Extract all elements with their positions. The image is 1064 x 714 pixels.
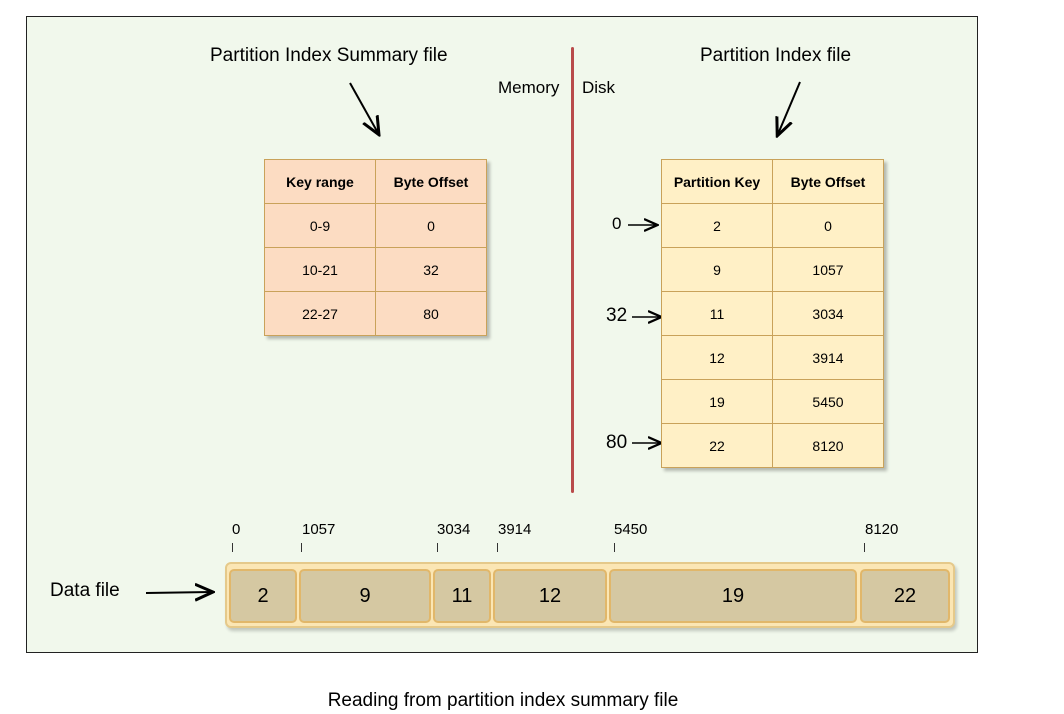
table-row: 0-9 0 (264, 203, 487, 248)
offset-tick (497, 543, 498, 552)
data-file-container: 2 9 11 12 19 22 (225, 562, 955, 628)
memory-label: Memory (498, 78, 560, 97)
table-row: 9 1057 (661, 247, 884, 292)
data-file-label: Data file (50, 580, 120, 601)
summary-cell: 80 (375, 291, 487, 336)
offset-tick-label: 1057 (302, 521, 336, 538)
data-segment: 12 (493, 569, 607, 623)
index-cell: 0 (772, 203, 884, 248)
table-row: 2 0 (661, 203, 884, 248)
offset-tick (864, 543, 865, 552)
disk-label: Disk (582, 78, 616, 97)
index-table: Partition Key Byte Offset 2 0 9 1057 11 … (661, 159, 884, 468)
index-header-byte-offset: Byte Offset (772, 159, 884, 204)
index-cell: 1057 (772, 247, 884, 292)
index-cell: 8120 (772, 423, 884, 468)
summary-cell: 0 (375, 203, 487, 248)
index-cell: 12 (661, 335, 773, 380)
table-row: 11 3034 (661, 291, 884, 336)
index-file-title: Partition Index file (700, 45, 852, 66)
data-segment: 11 (433, 569, 491, 623)
offset-tick (437, 543, 438, 552)
memory-disk-divider (571, 47, 574, 493)
summary-cell: 0-9 (264, 203, 376, 248)
index-cell: 2 (661, 203, 773, 248)
offset-tick (232, 543, 233, 552)
index-title-arrow (778, 81, 801, 134)
table-row: 22-27 80 (264, 291, 487, 336)
index-header-partition-key: Partition Key (661, 159, 773, 204)
summary-title-arrow (349, 82, 378, 133)
data-file-arrow (145, 592, 211, 593)
data-segment: 19 (609, 569, 857, 623)
index-cell: 3914 (772, 335, 884, 380)
data-segment: 22 (860, 569, 950, 623)
data-segment: 9 (299, 569, 431, 623)
summary-cell: 10-21 (264, 247, 376, 292)
summary-file-title: Partition Index Summary file (210, 45, 448, 66)
index-cell: 5450 (772, 379, 884, 424)
offset-tick (301, 543, 302, 552)
index-cell: 11 (661, 291, 773, 336)
summary-header-key-range: Key range (264, 159, 376, 204)
offset-tick-label: 8120 (865, 521, 899, 538)
summary-cell: 22-27 (264, 291, 376, 336)
pointer-label-80: 80 (606, 432, 628, 453)
table-row: 10-21 32 (264, 247, 487, 292)
data-segment: 2 (229, 569, 297, 623)
index-cell: 9 (661, 247, 773, 292)
index-cell: 3034 (772, 291, 884, 336)
offset-tick-label: 3914 (498, 521, 532, 538)
pointer-label-32: 32 (606, 305, 628, 326)
figure-caption: Reading from partition index summary fil… (327, 690, 679, 711)
offset-tick-label: 5450 (614, 521, 648, 538)
summary-table: Key range Byte Offset 0-9 0 10-21 32 22-… (264, 159, 487, 336)
index-cell: 19 (661, 379, 773, 424)
summary-cell: 32 (375, 247, 487, 292)
summary-header-byte-offset: Byte Offset (375, 159, 487, 204)
offset-tick-label: 0 (232, 521, 241, 538)
table-row: 19 5450 (661, 379, 884, 424)
offset-tick-label: 3034 (437, 521, 471, 538)
table-row: 12 3914 (661, 335, 884, 380)
table-row: 22 8120 (661, 423, 884, 468)
index-cell: 22 (661, 423, 773, 468)
pointer-label-0: 0 (612, 214, 622, 233)
offset-tick (614, 543, 615, 552)
